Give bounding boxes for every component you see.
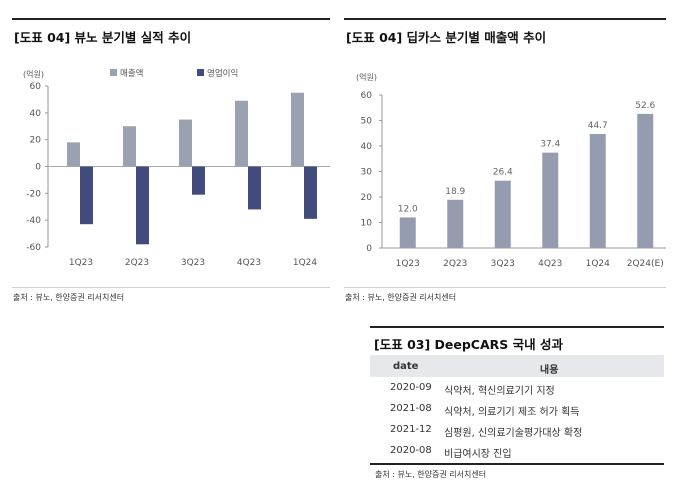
- y-tick-label: -60: [26, 243, 41, 253]
- y-tick-label: 0: [35, 163, 41, 173]
- row-content: 심평원, 신의료기술평가대상 확정: [444, 428, 583, 439]
- y-unit-label: (억원): [23, 69, 44, 79]
- table-row: 2020-08 비급여시장 진입: [370, 441, 664, 462]
- table-source: 출처 : 뷰노, 한양증권 리서치센터: [375, 470, 487, 479]
- x-tick-label: 3Q23: [181, 258, 205, 268]
- table-row: 2021-08 식약처, 의료기기 제조 허가 획득: [370, 399, 664, 420]
- y-tick-label: 20: [361, 193, 373, 203]
- table-header: [370, 355, 664, 377]
- x-tick-label: 4Q23: [237, 258, 261, 268]
- revenue-bar: [589, 134, 606, 248]
- data-label: 44.7: [588, 121, 608, 131]
- revenue-bar: [637, 113, 654, 248]
- data-label: 26.4: [493, 168, 513, 178]
- data-label: 18.9: [445, 187, 465, 197]
- revenue-bar: [447, 199, 464, 248]
- y-tick-label: -20: [26, 189, 41, 199]
- legend-swatch-op-income: [197, 69, 204, 76]
- operating-income-bar: [248, 166, 261, 210]
- x-tick-label: 1Q24: [586, 259, 611, 269]
- right-header-rule: [344, 18, 666, 20]
- revenue-bar: [179, 119, 192, 167]
- table-bottom-rule: [370, 463, 664, 465]
- row-date: 2020-08: [390, 445, 432, 456]
- y-tick-label: 40: [361, 142, 373, 152]
- revenue-bar: [399, 217, 416, 248]
- data-label: 37.4: [540, 140, 560, 150]
- data-label: 52.6: [635, 101, 655, 111]
- revenue-bar: [123, 126, 136, 167]
- left-source-rule: [12, 287, 330, 288]
- legend-label-revenue: 매출액: [120, 68, 143, 79]
- table-row: 2021-12 심평원, 신의료기술평가대상 확정: [370, 420, 664, 441]
- table-header-date: date: [393, 361, 419, 372]
- left-chart-title: [도표 04] 뷰노 분기별 실적 추이: [14, 30, 192, 45]
- y-tick-label: -40: [26, 216, 41, 226]
- table-title: [도표 03] DeepCARS 국내 성과: [374, 337, 563, 352]
- table-row: 2020-09 식약처, 혁신의료기기 지정: [370, 378, 664, 399]
- revenue-bar: [494, 180, 511, 248]
- right-source-rule: [344, 287, 666, 288]
- revenue-bar: [67, 142, 80, 167]
- x-tick-label: 2Q24(E): [627, 259, 664, 269]
- right-source: 출처 : 뷰노, 한양증권 리서치센터: [345, 293, 457, 302]
- y-tick-label: 50: [361, 117, 373, 127]
- operating-income-bar: [136, 166, 149, 245]
- row-date: 2021-12: [390, 424, 432, 435]
- y-unit-label: (억원): [356, 72, 377, 82]
- operating-income-bar: [192, 166, 205, 195]
- x-tick-label: 1Q23: [69, 258, 93, 268]
- y-tick-label: 20: [30, 136, 42, 146]
- x-tick-label: 4Q23: [538, 259, 562, 269]
- revenue-bar: [291, 92, 304, 167]
- operating-income-bar: [304, 166, 317, 219]
- y-tick-label: 10: [361, 219, 373, 229]
- legend-swatch-revenue: [110, 69, 117, 76]
- revenue-bar: [235, 100, 248, 167]
- y-tick-label: 0: [366, 244, 372, 254]
- quarterly-results-chart: (억원) 60 40 20 0 -20 -40 -60 1Q23 2Q23 3Q23 4Q23 1Q24…: [23, 68, 330, 268]
- row-content: 식약처, 혁신의료기기 지정: [444, 386, 555, 397]
- row-date: 2021-08: [390, 403, 432, 414]
- row-content: 비급여시장 진입: [444, 449, 512, 460]
- table-header-rule: [370, 326, 664, 328]
- data-label: 12.0: [398, 204, 418, 214]
- x-tick-label: 2Q23: [443, 259, 467, 269]
- table-header-content: 내용: [540, 365, 559, 376]
- revenue-bar: [542, 152, 559, 248]
- y-tick-label: 30: [361, 168, 373, 178]
- y-tick-label: 40: [30, 109, 42, 119]
- left-source: 출처 : 뷰노, 한양증권 리서치센터: [13, 293, 125, 302]
- x-tick-label: 2Q23: [125, 258, 149, 268]
- x-tick-label: 1Q24: [293, 258, 318, 268]
- y-tick-label: 60: [361, 91, 373, 101]
- operating-income-bar: [80, 166, 93, 225]
- x-tick-label: 3Q23: [491, 259, 515, 269]
- row-content: 식약처, 의료기기 제조 허가 획득: [444, 407, 580, 418]
- left-header-rule: [12, 18, 330, 20]
- right-chart-title: [도표 04] 딥카스 분기별 매출액 추이: [346, 30, 547, 45]
- deepcars-revenue-chart: (억원) 60 50 40 30 20 10 0 12.0 1Q23 18.9 2Q23 26.4 3Q2…: [356, 72, 666, 269]
- legend-label-op-income: 영업이익: [207, 68, 238, 79]
- y-tick-label: 60: [30, 82, 42, 92]
- row-date: 2020-09: [390, 382, 432, 393]
- x-tick-label: 1Q23: [396, 259, 420, 269]
